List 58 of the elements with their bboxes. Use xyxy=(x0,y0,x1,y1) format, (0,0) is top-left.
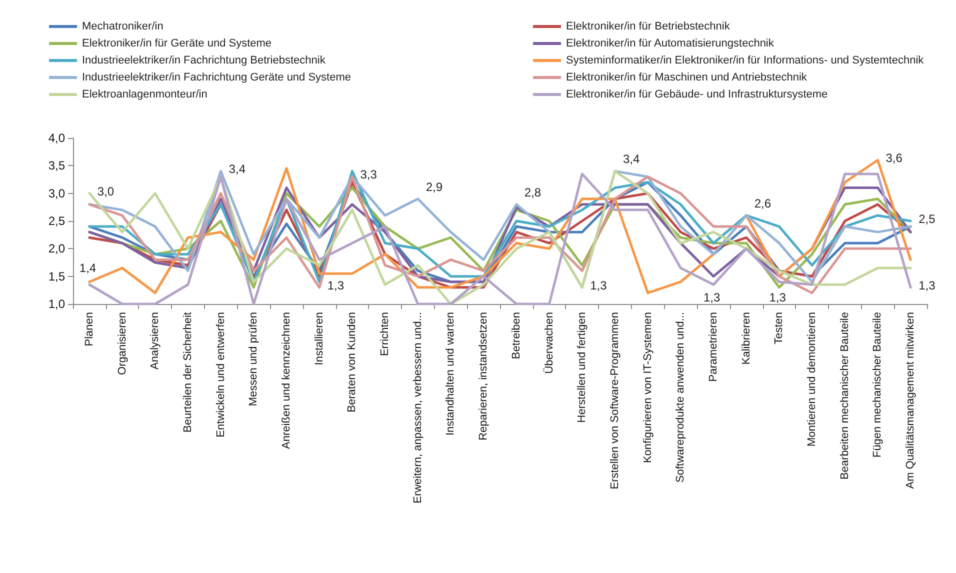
y-tick-label: 1,0 xyxy=(48,297,66,311)
x-tick-label: Betreiben xyxy=(510,312,522,360)
annotation: 1,3 xyxy=(769,290,786,304)
y-tick-label: 4,0 xyxy=(48,131,66,145)
x-tick-label: Messen und prüfen xyxy=(248,312,260,406)
annotation: 1,3 xyxy=(327,278,344,292)
annotation: 2,6 xyxy=(754,196,772,210)
x-tick-label: Herstellen und fertigen xyxy=(576,312,588,423)
y-tick-label: 2,0 xyxy=(48,242,66,256)
annotation: 2,8 xyxy=(524,185,542,200)
x-tick-label: Erweitern, anpassen, verbessern und... xyxy=(412,312,424,504)
legend-label: Elektroniker/in für Betriebstechnik xyxy=(566,20,730,32)
legend-label: Mechatroniker/in xyxy=(82,20,164,32)
x-tick-label: Anreißen und kennzeichnen xyxy=(280,312,292,449)
annotation: 3,4 xyxy=(228,162,246,176)
x-tick-label: Analysieren xyxy=(149,312,162,370)
annotation: 1,3 xyxy=(590,278,608,292)
x-tick-label: Bearbeiten mechanischer Bauteile xyxy=(838,312,851,480)
annotation: 1,3 xyxy=(704,290,721,304)
x-tick-label: Montieren und demontieren xyxy=(806,312,818,447)
y-tick-label: 2,5 xyxy=(48,214,66,228)
x-tick-label: Kalibrieren xyxy=(740,312,752,365)
y-tick-label: 3,5 xyxy=(48,158,66,173)
x-tick-label: Instandhalten und warten xyxy=(444,312,457,436)
x-tick-label: Entwickeln und entwerfen xyxy=(214,312,227,438)
annotation: 3,3 xyxy=(360,168,378,182)
x-tick-label: Beraten von Kunden xyxy=(346,312,358,412)
legend-label: Systeminformatiker/in Elektroniker/in für Informations- und Systemtechnik xyxy=(566,54,924,66)
legend-label: Elektroniker/in für Gebäude- und Infrastruktursysteme xyxy=(566,88,828,100)
x-tick-label: Planen xyxy=(83,312,96,346)
legend-label: Industrieelektriker/in Fachrichtung Betriebstechnik xyxy=(82,54,326,66)
x-tick-label: Parametrieren xyxy=(708,312,720,382)
legend-label: Elektroniker/in für Geräte und Systeme xyxy=(82,38,272,50)
x-tick-label: Erstellen von Software-Programmen xyxy=(608,312,621,490)
x-tick-label: Am Qualitätsmanagement mitwirken xyxy=(904,312,917,489)
annotation: 3,0 xyxy=(97,184,114,198)
x-tick-label: Errichten xyxy=(379,312,392,356)
x-tick-label: Testen xyxy=(773,312,786,344)
y-tick-label: 1,5 xyxy=(48,269,66,284)
legend-label: Elektroniker/in für Maschinen und Antriebstechnik xyxy=(566,72,808,84)
y-tick-label: 3,0 xyxy=(48,186,66,200)
annotation: 3,4 xyxy=(622,152,640,166)
x-tick-label: Reparieren, instandsetzen xyxy=(478,312,490,440)
annotation: 2,9 xyxy=(426,180,443,194)
x-tick-label: Fügen mechanischer Bauteile xyxy=(872,312,884,458)
x-tick-label: Konfigurieren von IT-Systemen xyxy=(642,312,654,464)
annotation: 1,4 xyxy=(79,260,96,275)
x-tick-label: Softwareprodukte anwenden und... xyxy=(674,312,687,483)
x-tick-label: Organisieren xyxy=(116,312,128,375)
legend-label: Industrieelektriker/in Fachrichtung Geräte und Systeme xyxy=(82,72,352,84)
x-tick-label: Beurteilen der Sicherheit xyxy=(182,312,194,432)
legend-label: Elektroanlagenmonteur/in xyxy=(82,88,208,100)
x-tick-label: Installieren xyxy=(313,312,326,366)
legend-label: Elektroniker/in für Automatisierungstechnik xyxy=(566,38,774,50)
annotation: 3,6 xyxy=(886,151,903,166)
annotation: 1,3 xyxy=(918,278,936,292)
x-tick-label: Überwachen xyxy=(542,312,556,374)
annotation: 2,5 xyxy=(918,212,936,226)
